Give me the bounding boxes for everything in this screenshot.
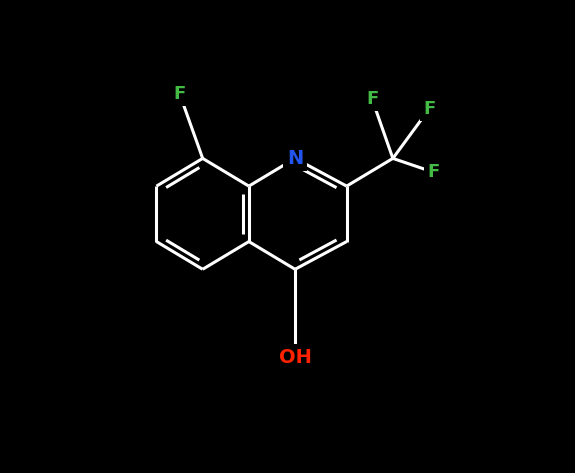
Text: F: F xyxy=(423,100,435,118)
Text: F: F xyxy=(174,85,186,103)
Text: F: F xyxy=(366,90,378,108)
Text: OH: OH xyxy=(279,348,312,367)
Text: N: N xyxy=(287,149,303,168)
Text: F: F xyxy=(428,163,440,181)
